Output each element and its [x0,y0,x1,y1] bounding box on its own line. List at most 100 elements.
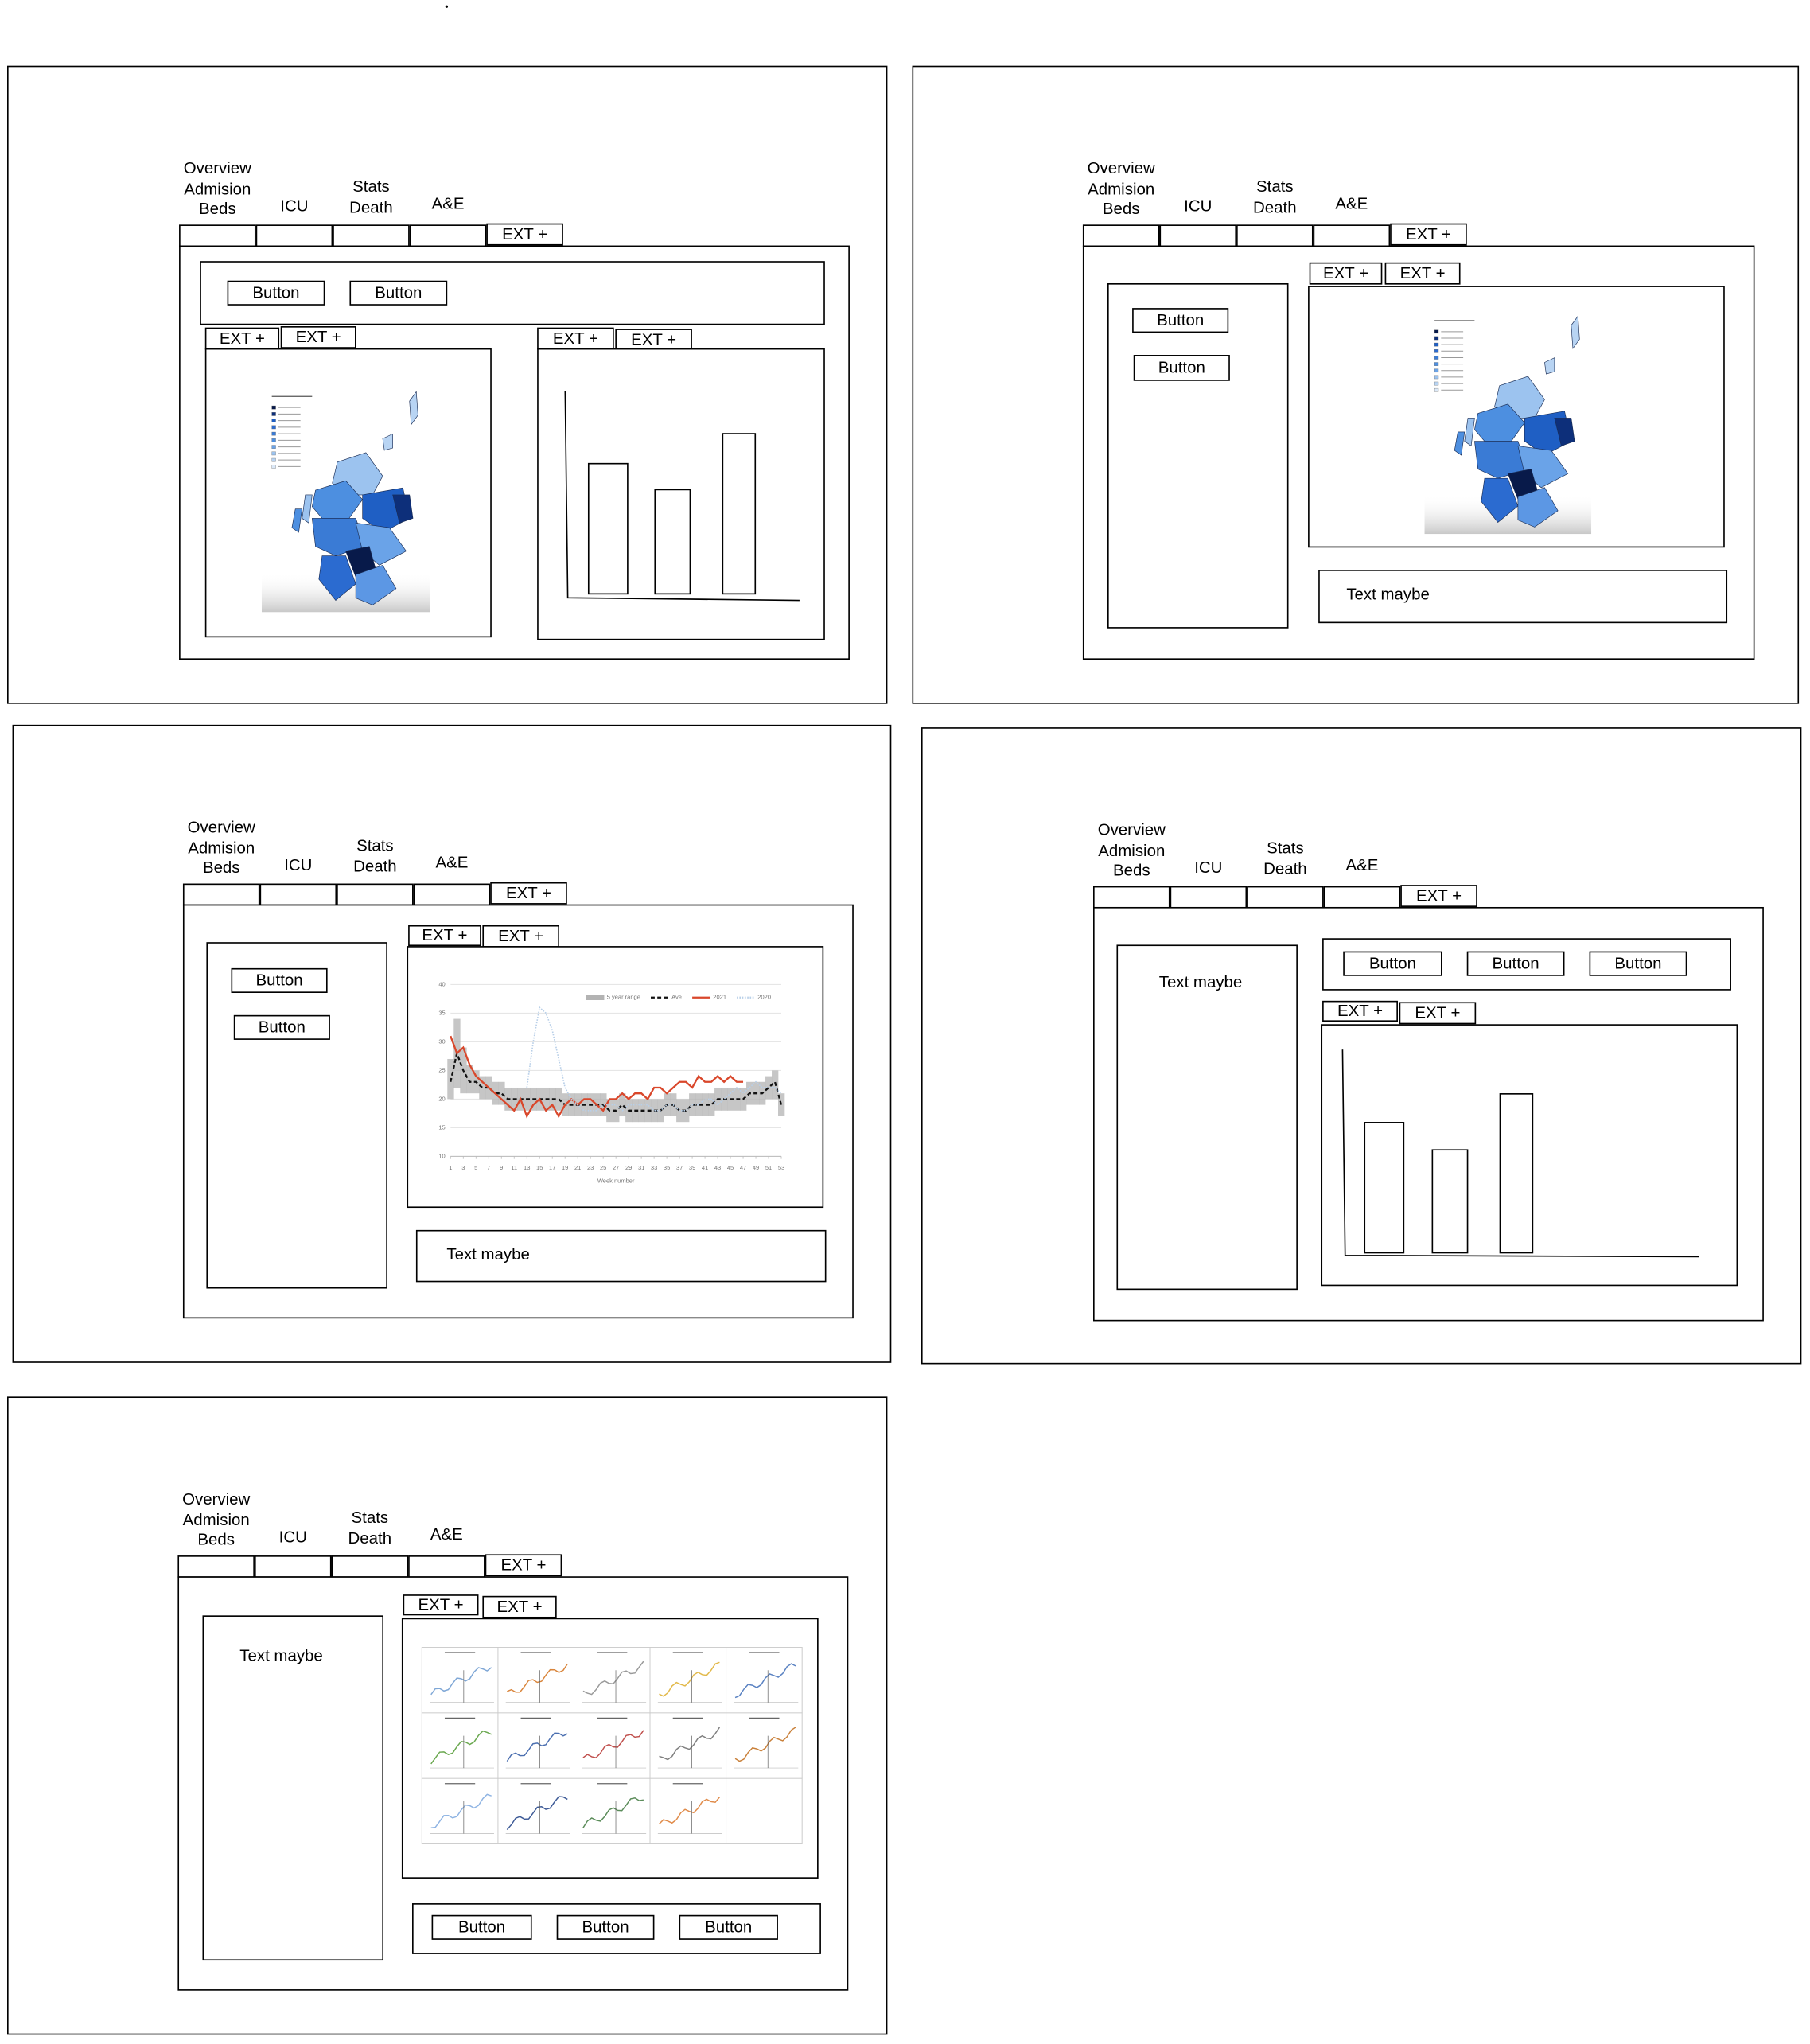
range-band [778,1093,785,1116]
nav-tab-extra[interactable] [490,882,567,905]
bar-placeholder [1364,1122,1405,1254]
nav-tab-label: Overview [1088,159,1155,177]
sidebar [202,1615,384,1961]
button-label: Button [582,1918,629,1937]
wireframe: Overview Admision Beds ICU Stats Death A&E EXT … [7,65,888,704]
button-label: Button [1158,359,1205,377]
y-tick-label: 30 [438,1038,445,1045]
nav-tab[interactable] [1159,224,1237,247]
nav-tab-label: Admision [183,1511,250,1529]
bar-placeholder [722,433,757,595]
nav-tab-extra[interactable] [1390,223,1467,246]
nav-tab[interactable] [408,1555,485,1578]
button[interactable] [233,1014,330,1040]
nav-tab-label: Death [349,198,393,216]
placeholder-text: Text maybe [239,1646,323,1664]
button[interactable] [431,1914,532,1940]
button[interactable] [1589,951,1687,976]
panel-tab-label: EXT + [418,1595,464,1614]
button-label: Button [259,1018,306,1037]
nav-tab[interactable] [1236,224,1314,247]
mini-chart-line [430,1667,492,1696]
nav-tab[interactable] [1170,886,1248,909]
button[interactable] [556,1914,655,1940]
nav-tab-extra[interactable] [486,223,563,246]
panel-tab[interactable] [1322,1000,1398,1022]
text-box [1318,570,1728,624]
panel-tab[interactable] [403,1594,479,1616]
nav-tab[interactable] [413,883,491,906]
map-region [392,494,414,524]
x-tick-label: 17 [549,1164,555,1171]
button[interactable] [1466,951,1565,976]
mini-chart-line [507,1663,568,1693]
nav-tab[interactable] [1093,886,1170,909]
nav-tab-extra-label: EXT + [502,225,547,243]
range-band [466,1065,473,1094]
mini-chart-line [582,1730,644,1759]
panel-tab-label: EXT + [422,926,467,944]
map-legend-swatch [271,451,276,456]
x-tick-label: 37 [676,1164,683,1171]
nav-tab-label: A&E [1335,194,1368,212]
nav-tab-label: Admision [1088,180,1154,198]
map-legend-swatch [271,425,276,430]
nav-tab[interactable] [1313,224,1391,247]
panel-tab[interactable] [482,1595,557,1618]
nav-tab[interactable] [254,1555,332,1578]
wireframe: Overview Admision Beds ICU Stats Death A&E EXT … [7,1396,888,2035]
button[interactable] [1132,308,1229,333]
nav-tab-extra-label: EXT + [506,884,551,902]
panel-tab[interactable] [482,925,559,948]
mini-chart-line [582,1661,644,1696]
button[interactable] [1133,355,1230,381]
chart-axis [564,391,800,602]
mini-chart-cell [726,1777,803,1844]
nav-tab[interactable] [255,224,333,247]
nav-tab-label: Overview [188,818,255,836]
panel-tab[interactable] [280,326,356,348]
nav-tab-label: Admision [1098,842,1165,860]
x-tick-label: 7 [487,1164,490,1171]
button[interactable] [679,1914,778,1940]
panel-tab[interactable] [408,925,481,947]
map-legend-swatch [1434,368,1439,373]
series-line [450,1049,783,1112]
mini-chart-line [582,1797,644,1828]
mini-chart-line [734,1663,796,1699]
button[interactable] [349,280,448,306]
nav-tab-label: Beds [1103,200,1140,218]
nav-tab[interactable] [409,224,487,247]
nav-tab[interactable] [1082,224,1160,247]
nav-tab-extra[interactable] [1400,885,1477,907]
x-tick-label: 29 [625,1164,632,1171]
x-tick-label: 43 [714,1164,721,1171]
panel-tab-label: EXT + [498,927,543,945]
nav-tab[interactable] [177,1555,255,1578]
panel-tab-label: EXT + [631,330,676,348]
nav-tab-extra[interactable] [485,1554,562,1577]
panel-tab[interactable] [1384,262,1461,285]
x-tick-label: 19 [562,1164,568,1171]
nav-tab[interactable] [259,883,337,906]
button-label: Button [256,971,303,990]
nav-tab[interactable] [1323,886,1401,909]
button-label: Button [252,284,299,302]
nav-tab[interactable] [333,224,410,247]
nav-tab[interactable] [331,1555,409,1578]
range-band [479,1076,486,1100]
nav-tab[interactable] [1247,886,1324,909]
map-region [1464,418,1475,447]
nav-tab-label: A&E [435,854,468,872]
nav-tab[interactable] [179,224,256,247]
nav-tab-label: Beds [1113,861,1150,879]
button[interactable] [231,967,328,994]
map-legend-swatch [271,438,276,442]
panel-tab[interactable] [1399,1002,1477,1025]
nav-tab[interactable] [182,883,260,906]
button[interactable] [1343,951,1442,976]
nav-tab[interactable] [337,883,414,906]
panel-tab[interactable] [1309,262,1383,285]
button[interactable] [227,280,325,306]
range-band [695,1093,703,1116]
